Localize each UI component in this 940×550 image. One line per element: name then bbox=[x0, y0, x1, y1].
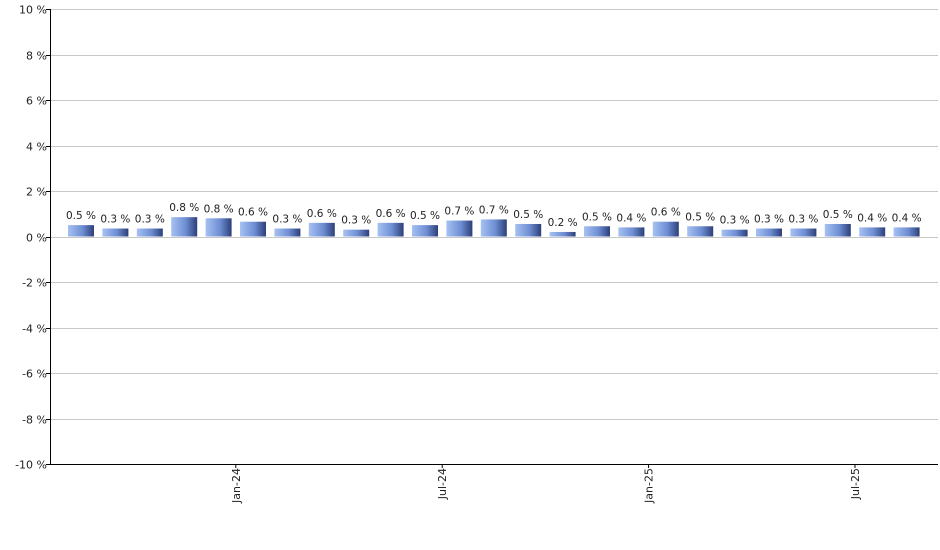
y-tick-label: -10 % bbox=[15, 459, 47, 472]
bar bbox=[652, 221, 679, 237]
data-label: 0.3 % bbox=[720, 215, 750, 227]
bar bbox=[171, 217, 198, 237]
bar bbox=[790, 228, 817, 237]
y-tick-label: 4 % bbox=[26, 141, 47, 154]
y-tick-label: 10 % bbox=[19, 4, 47, 17]
y-tick-label: -2 % bbox=[22, 277, 47, 290]
grid-lines bbox=[50, 9, 938, 465]
data-label: 0.3 % bbox=[100, 214, 130, 226]
x-tick-label: Jan-24 bbox=[230, 468, 243, 504]
bar bbox=[549, 231, 576, 237]
data-label: 0.6 % bbox=[238, 207, 268, 219]
data-label: 0.5 % bbox=[66, 210, 96, 222]
data-label: 0.5 % bbox=[410, 210, 440, 222]
bar bbox=[377, 222, 404, 237]
bar bbox=[308, 222, 335, 237]
y-tick-label: 6 % bbox=[26, 95, 47, 108]
x-tick-label: Jan-25 bbox=[643, 468, 656, 504]
data-label: 0.8 % bbox=[169, 202, 199, 214]
data-label: 0.6 % bbox=[307, 208, 337, 220]
y-tick-label: -4 % bbox=[22, 323, 47, 336]
bar bbox=[756, 228, 782, 237]
data-label: 0.5 % bbox=[582, 211, 612, 223]
bar bbox=[240, 221, 266, 237]
data-label: 0.2 % bbox=[548, 217, 578, 229]
data-label: 0.3 % bbox=[788, 214, 818, 226]
y-tick-label: 2 % bbox=[26, 186, 47, 199]
data-label: 0.4 % bbox=[892, 212, 922, 224]
bar bbox=[721, 229, 748, 237]
bar bbox=[446, 220, 473, 237]
bar bbox=[136, 228, 163, 237]
data-label: 0.3 % bbox=[272, 214, 302, 226]
y-tick-label: 0 % bbox=[26, 232, 47, 245]
data-label: 0.3 % bbox=[754, 214, 784, 226]
data-label: 0.4 % bbox=[616, 212, 646, 224]
bar bbox=[618, 227, 645, 237]
x-tick-label: Jul-24 bbox=[436, 468, 449, 500]
y-tick-label: 8 % bbox=[26, 50, 47, 63]
x-tick-label: Jul-25 bbox=[849, 468, 862, 500]
data-label: 0.5 % bbox=[513, 209, 543, 221]
bar bbox=[859, 227, 886, 237]
data-labels: 0.5 % 0.3 % 0.3 % 0.8 % 0.8 % 0.6 % 0.3 % 0.6 %… bbox=[66, 202, 922, 229]
bar bbox=[515, 223, 542, 237]
bar bbox=[343, 229, 370, 237]
data-label: 0.6 % bbox=[376, 208, 406, 220]
data-label: 0.3 % bbox=[135, 214, 165, 226]
data-label: 0.3 % bbox=[341, 215, 371, 227]
bar bbox=[274, 228, 301, 237]
bar bbox=[480, 219, 507, 237]
data-label: 0.6 % bbox=[651, 207, 681, 219]
axes: 10 % 8 % 6 % 4 % 2 % 0 % -2 % -4 % -6 % -8 % -10 %… bbox=[15, 4, 938, 504]
data-label: 0.4 % bbox=[857, 212, 887, 224]
bar bbox=[824, 223, 851, 237]
y-tick-label: -8 % bbox=[22, 414, 47, 427]
bar bbox=[893, 227, 920, 237]
data-label: 0.7 % bbox=[444, 206, 474, 218]
bar bbox=[102, 228, 129, 237]
bar bbox=[412, 225, 438, 237]
bar bbox=[687, 226, 714, 237]
bar bbox=[584, 226, 610, 237]
data-label: 0.5 % bbox=[685, 211, 715, 223]
data-label: 0.8 % bbox=[204, 203, 234, 215]
bar bbox=[68, 225, 94, 237]
bar bbox=[205, 218, 232, 237]
data-label: 0.7 % bbox=[479, 204, 509, 216]
bars bbox=[68, 217, 920, 237]
data-label: 0.5 % bbox=[823, 209, 853, 221]
y-tick-label: -6 % bbox=[22, 368, 47, 381]
